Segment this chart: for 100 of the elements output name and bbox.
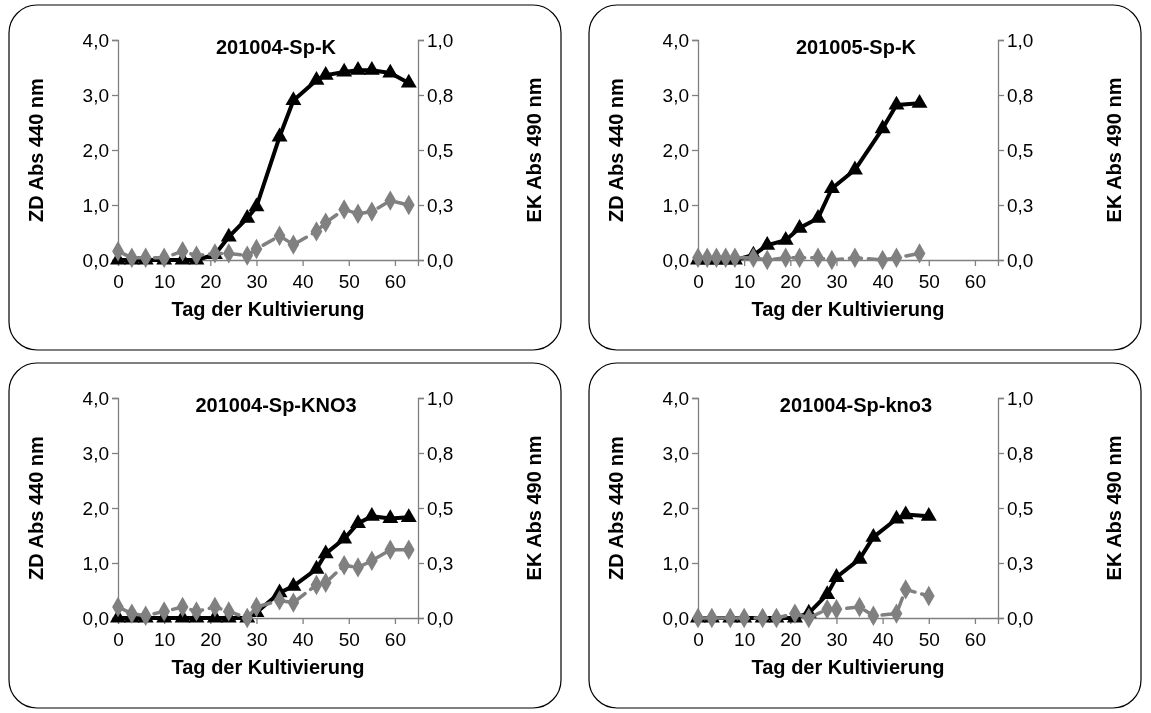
point <box>336 62 353 77</box>
y2-axis-title: EK Abs 490 nm <box>523 435 545 581</box>
x-tick-label: 60 <box>964 629 986 650</box>
point <box>911 94 928 108</box>
y2-tick-label: 0,8 <box>427 84 454 106</box>
x-tick-label: 40 <box>292 271 314 292</box>
y-tick-label: 2,0 <box>82 139 109 161</box>
point <box>846 160 863 175</box>
y-tick-label: 2,0 <box>662 139 689 161</box>
point <box>777 231 794 245</box>
point <box>888 95 905 110</box>
x-tick-label: 30 <box>826 271 848 292</box>
x-tick-label: 10 <box>734 629 756 650</box>
y-tick-label: 0,0 <box>662 607 689 629</box>
x-tick-label: 10 <box>154 629 176 650</box>
x-tick-label: 40 <box>872 271 894 292</box>
x-tick-label: 20 <box>200 271 222 292</box>
x-tick-label: 30 <box>826 629 848 650</box>
x-tick-label: 20 <box>200 629 222 650</box>
y2-tick-label: 0,0 <box>427 249 454 271</box>
x-tick-label: 50 <box>918 629 940 650</box>
y-tick-label: 0,0 <box>82 249 109 271</box>
x-axis-title: Tag der Kultivierung <box>751 298 945 320</box>
x-tick-label: 20 <box>780 271 802 292</box>
point <box>759 235 776 250</box>
x-tick-label: 40 <box>292 629 314 650</box>
x-tick-label: 10 <box>154 271 176 292</box>
chart-title: 201005-Sp-K <box>795 36 917 58</box>
y2-tick-label: 0,8 <box>1007 84 1034 106</box>
point <box>220 227 237 242</box>
x-tick-label: 0 <box>113 271 124 292</box>
y2-tick-label: 0,5 <box>1007 139 1034 161</box>
x-tick-label: 0 <box>693 629 704 650</box>
y2-tick-label: 1,0 <box>1007 29 1034 51</box>
y-tick-label: 4,0 <box>82 29 109 51</box>
point <box>350 61 366 75</box>
y2-tick-label: 0,0 <box>1007 607 1034 629</box>
y2-axis-title: EK Abs 490 nm <box>523 77 545 223</box>
point <box>828 568 845 582</box>
point <box>363 61 380 75</box>
point <box>400 508 417 522</box>
y2-tick-label: 0,0 <box>1007 249 1034 271</box>
point <box>239 209 256 223</box>
y-tick-label: 4,0 <box>662 387 689 409</box>
point <box>382 509 399 524</box>
y2-tick-label: 0,5 <box>1007 497 1034 519</box>
point <box>819 585 836 599</box>
y-tick-label: 0,0 <box>82 607 109 629</box>
point <box>285 576 302 591</box>
y2-tick-label: 1,0 <box>427 29 454 51</box>
point <box>248 197 265 212</box>
point <box>363 507 380 521</box>
y-tick-label: 4,0 <box>662 29 689 51</box>
y-tick-label: 1,0 <box>82 552 109 574</box>
y-tick-label: 1,0 <box>82 194 109 216</box>
y2-tick-label: 0,5 <box>427 139 454 161</box>
point <box>823 179 840 194</box>
point <box>400 73 417 88</box>
y-tick-label: 4,0 <box>82 387 109 409</box>
point <box>336 529 353 544</box>
point <box>920 507 937 521</box>
y-axis-title: ZD Abs 440 nm <box>605 78 627 222</box>
point <box>851 549 868 564</box>
y-tick-label: 1,0 <box>662 194 689 216</box>
x-axis-title: Tag der Kultivierung <box>171 656 365 678</box>
point <box>810 209 826 223</box>
point <box>271 127 288 142</box>
y-tick-label: 3,0 <box>82 84 109 106</box>
y-tick-label: 0,0 <box>662 249 689 271</box>
point <box>317 544 334 559</box>
point <box>285 91 302 106</box>
x-tick-label: 40 <box>872 629 894 650</box>
point <box>791 218 808 233</box>
y-tick-label: 2,0 <box>82 497 109 519</box>
y2-axis-title: EK Abs 490 nm <box>1103 435 1125 581</box>
x-axis-title: Tag der Kultivierung <box>751 656 945 678</box>
point <box>874 119 891 134</box>
y2-tick-label: 0,3 <box>1007 194 1034 216</box>
x-tick-label: 0 <box>113 629 124 650</box>
chart-title: 201004-Sp-K <box>215 36 337 58</box>
y2-tick-label: 1,0 <box>427 387 454 409</box>
x-tick-label: 50 <box>918 271 940 292</box>
x-tick-label: 60 <box>384 629 406 650</box>
x-tick-label: 50 <box>338 271 360 292</box>
y2-tick-label: 0,3 <box>427 194 454 216</box>
point <box>308 70 325 85</box>
point <box>888 509 905 524</box>
chart-title: 201004-Sp-KNO3 <box>195 394 357 416</box>
y-axis-title: ZD Abs 440 nm <box>605 436 627 580</box>
y2-tick-label: 0,3 <box>427 552 454 574</box>
y-axis-title: ZD Abs 440 nm <box>25 436 47 580</box>
y2-tick-label: 0,8 <box>427 442 454 464</box>
x-tick-label: 20 <box>780 629 802 650</box>
y2-tick-label: 0,3 <box>1007 552 1034 574</box>
x-tick-label: 50 <box>338 629 360 650</box>
y-tick-label: 3,0 <box>662 84 689 106</box>
y-tick-label: 3,0 <box>82 442 109 464</box>
x-tick-label: 10 <box>734 271 756 292</box>
point <box>865 527 882 542</box>
y2-tick-label: 0,8 <box>1007 442 1034 464</box>
